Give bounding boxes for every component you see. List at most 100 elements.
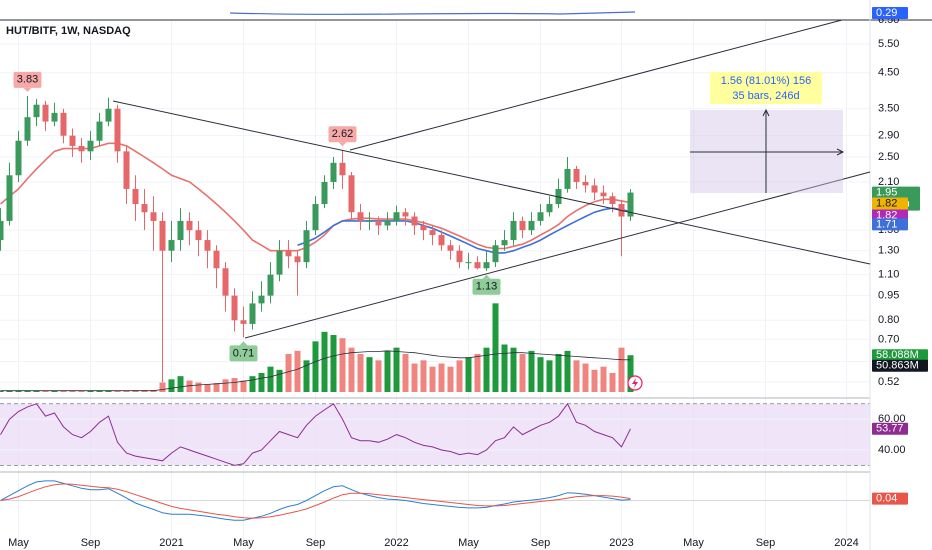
projection-label-box — [710, 72, 822, 104]
volume-bar — [222, 379, 229, 392]
y-tick-label: 5.50 — [878, 38, 899, 50]
candle-body — [375, 220, 382, 226]
top-indicator-line — [229, 11, 636, 15]
x-tick-label: May — [683, 537, 704, 549]
annotation-label: 1.13 — [476, 281, 497, 293]
candle-body — [528, 220, 535, 231]
candle-body — [60, 112, 67, 136]
rsi-tick-label: 60.00 — [878, 413, 906, 425]
volume-bar — [411, 363, 418, 392]
candle-body — [393, 212, 400, 221]
volume-bar — [501, 344, 508, 392]
candle-body — [249, 303, 256, 324]
x-tick-label: Sep — [81, 537, 101, 549]
candle-body — [150, 212, 157, 221]
x-tick-label: Sep — [306, 537, 326, 549]
volume-bar — [51, 390, 58, 392]
volume-bar — [312, 341, 319, 392]
candle-body — [429, 230, 436, 236]
volume-bar — [492, 303, 499, 392]
price-tag — [872, 7, 908, 19]
candle-body — [627, 192, 634, 217]
candle-body — [519, 220, 526, 231]
grid-layer — [0, 19, 870, 540]
x-tick-label: 2023 — [609, 537, 633, 549]
y-tick-label: 1.30 — [878, 245, 899, 257]
projection-arrow-head — [762, 108, 770, 117]
candle-body — [321, 181, 328, 205]
candle-body — [132, 188, 139, 205]
moving-average-line — [0, 142, 631, 252]
candle-body — [312, 204, 319, 231]
volume-tag-label: 50.863M — [876, 360, 919, 372]
volume-bar — [213, 383, 220, 392]
candle-body — [222, 268, 229, 296]
volume-bar — [546, 360, 553, 392]
candle-body — [303, 230, 310, 263]
candle-body — [42, 104, 49, 122]
volume-bar — [474, 354, 481, 392]
candle-body — [96, 121, 103, 141]
candle-body — [6, 175, 13, 221]
volume-bar — [6, 390, 13, 392]
volume-bar — [0, 390, 4, 392]
price-tag-label: 1.82 — [876, 197, 897, 209]
candle-body — [366, 220, 373, 222]
candle-body — [114, 108, 121, 152]
volume-bar — [456, 360, 463, 392]
volume-bar — [366, 357, 373, 392]
candle-body — [330, 162, 337, 182]
price-tag — [872, 197, 908, 210]
candle-body — [240, 320, 247, 324]
volume-bar — [105, 390, 112, 392]
volume-bar — [627, 355, 634, 392]
volume-bar — [42, 390, 49, 392]
volume-bar — [348, 347, 355, 392]
candle-body — [69, 135, 76, 146]
volume-bar — [330, 335, 337, 392]
volume-bar — [24, 390, 31, 392]
y-tick-label: 2.10 — [878, 176, 899, 188]
projection-label: 1.56 (81.01%) 156 — [721, 75, 812, 87]
volume-bar — [78, 390, 85, 392]
volume-bar — [267, 366, 274, 392]
y-tick-label: 2.90 — [878, 130, 899, 142]
x-tick-label: May — [8, 537, 29, 549]
volume-bar — [60, 390, 67, 392]
volume-bar — [258, 373, 265, 392]
volume-bar — [96, 390, 103, 392]
volume-bar — [321, 331, 328, 392]
candle-body — [438, 235, 445, 246]
candle-body — [231, 295, 238, 321]
price-tag-label: 1.95 — [876, 186, 897, 198]
price-tag-label: 0.29 — [876, 7, 897, 19]
y-tick-label: 0.52 — [878, 376, 899, 388]
labels: 0.520.600.700.800.951.101.301.502.102.50… — [8, 7, 928, 549]
y-tick-label: 3.50 — [878, 103, 899, 115]
trend-line — [112, 100, 871, 265]
rsi-line — [0, 402, 631, 466]
candle-body — [267, 274, 274, 296]
x-tick-label: 2021 — [159, 537, 183, 549]
candle-body — [447, 245, 454, 251]
candle-body — [510, 220, 517, 241]
candle-body — [582, 181, 589, 186]
x-tick-label: Sep — [756, 537, 776, 549]
trend-line — [349, 19, 843, 151]
candle-body — [492, 245, 499, 263]
volume-bar — [33, 390, 40, 392]
volume-bar — [465, 357, 472, 392]
volume-bar — [168, 379, 175, 392]
projection-label: 35 bars, 246d — [732, 90, 799, 102]
volume-bar — [519, 354, 526, 392]
rsi-band — [0, 403, 870, 466]
volume-bar — [600, 366, 607, 392]
volume-bar — [177, 376, 184, 392]
candle-body — [483, 262, 490, 269]
candle-body — [357, 212, 364, 221]
candle-body — [402, 212, 409, 217]
price-tag — [872, 422, 908, 435]
y-tick-label: 1.10 — [878, 269, 899, 281]
volume-tag — [872, 349, 928, 362]
x-tick-label: May — [233, 537, 254, 549]
